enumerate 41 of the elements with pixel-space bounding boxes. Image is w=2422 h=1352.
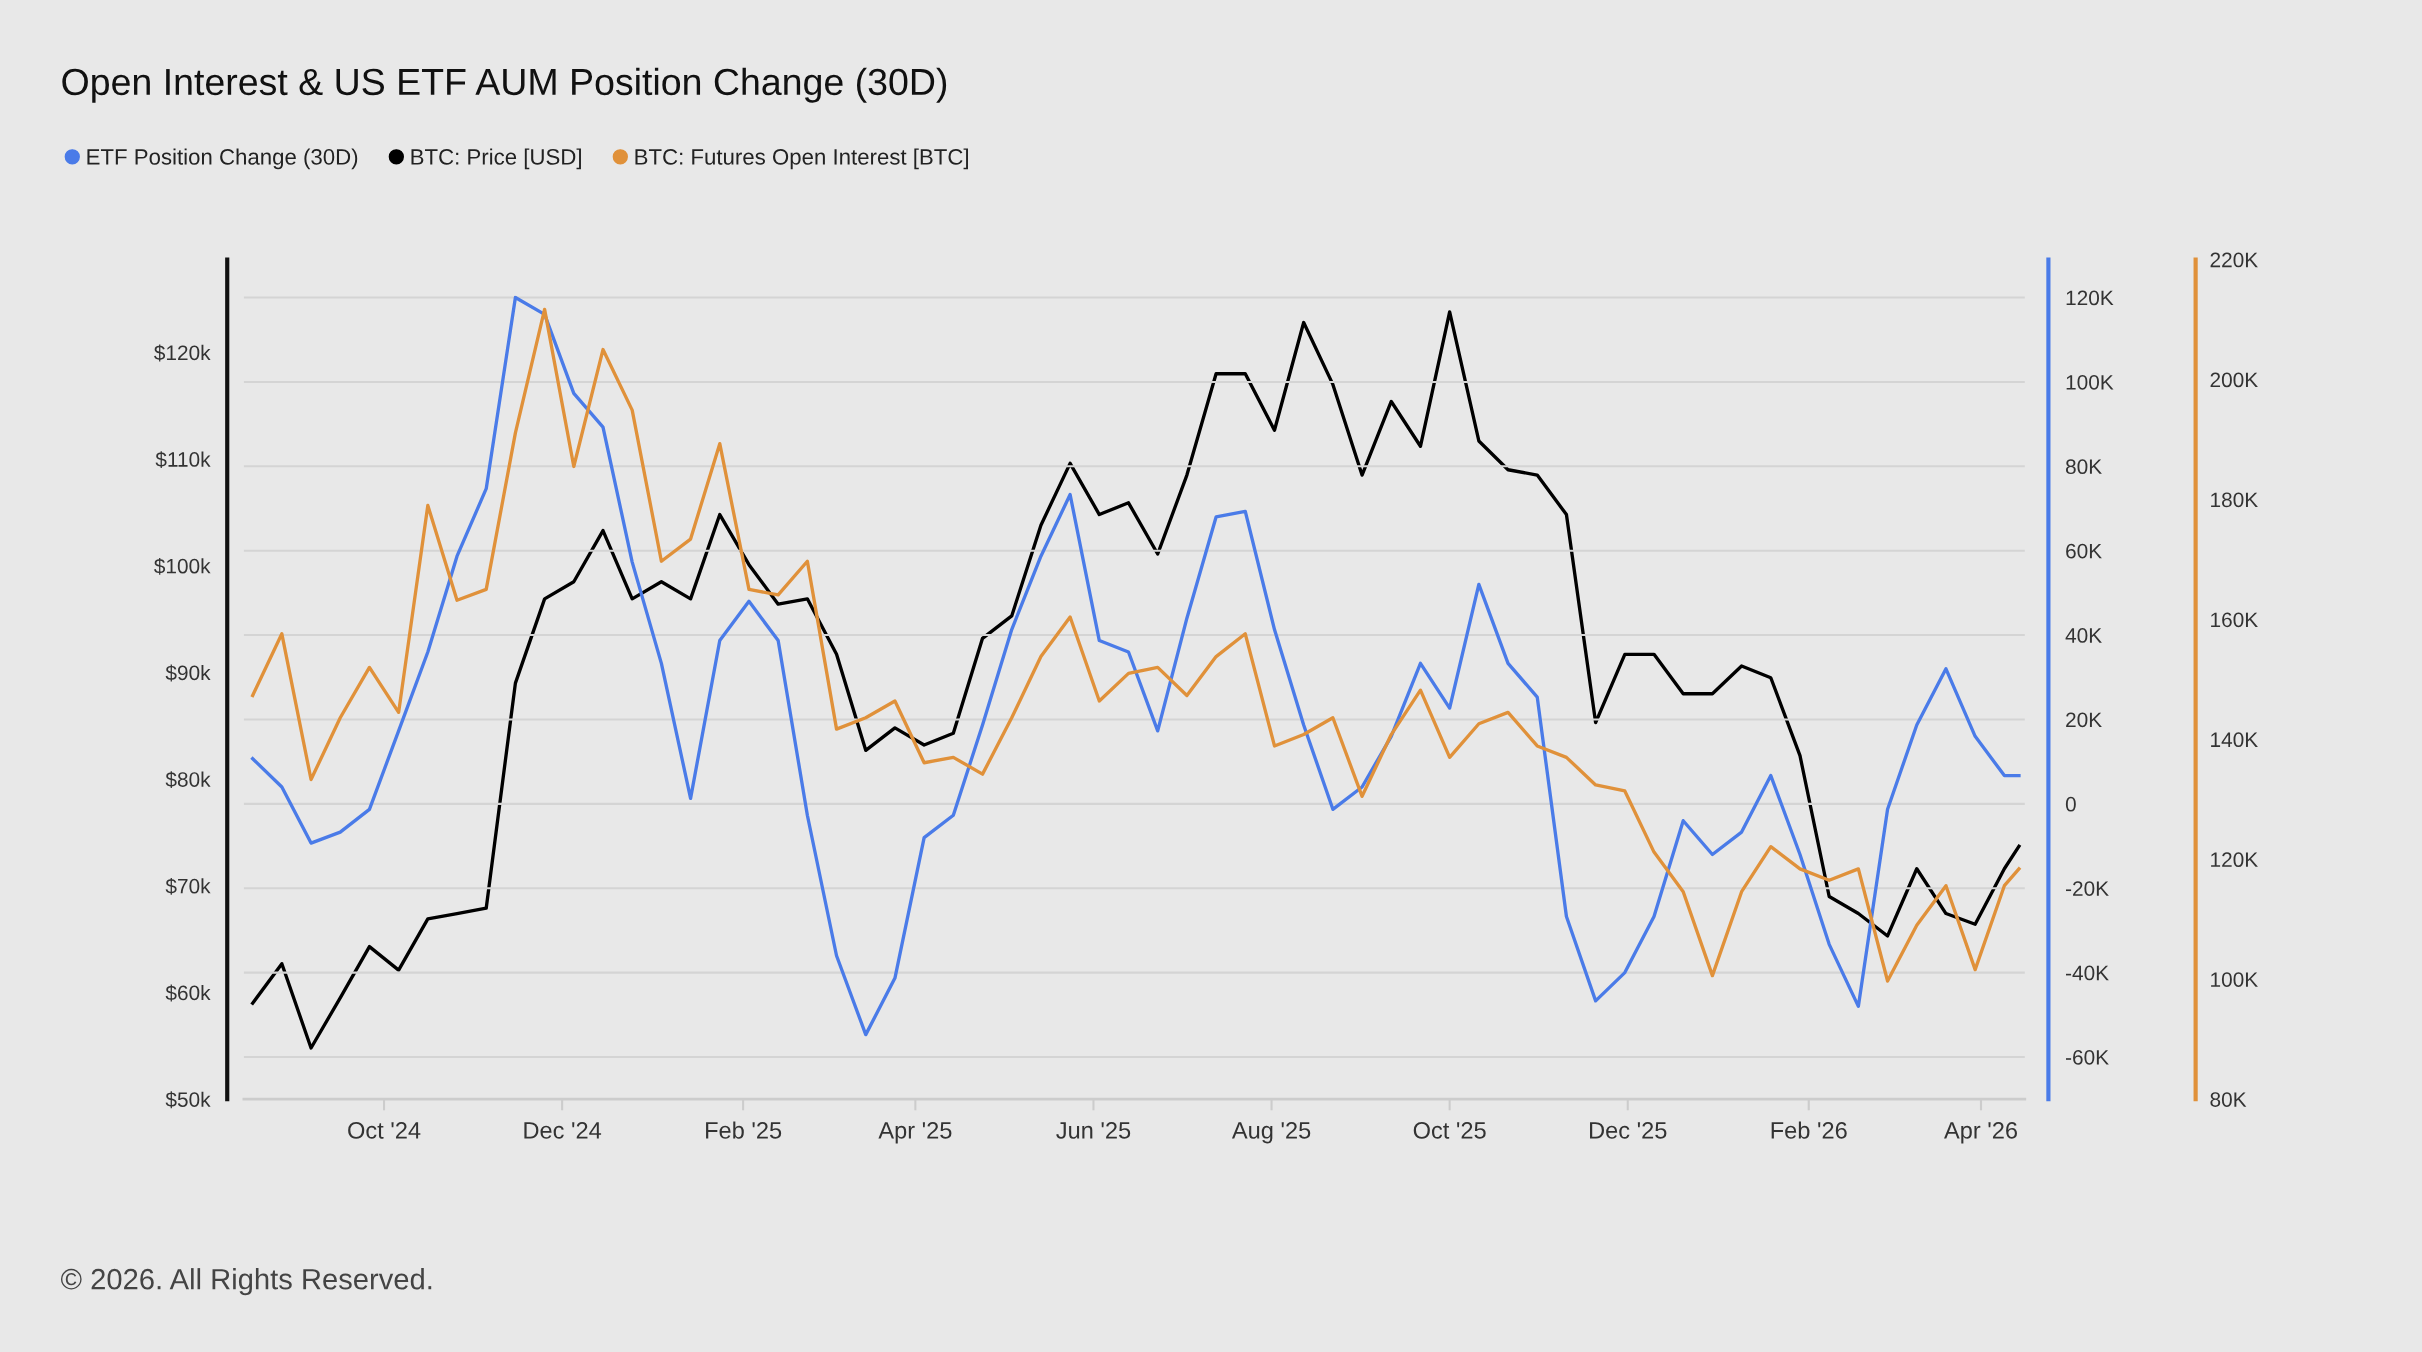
y3-tick-label: 160K — [2211, 612, 2258, 628]
y2-tick-label: 120K — [2066, 290, 2114, 306]
legend-label: BTC: Price [USD] — [411, 148, 581, 170]
y-tick-label: $60k — [165, 984, 211, 1002]
x-tick-label: Feb '25 — [706, 1121, 782, 1139]
y-tick-label: $80k — [165, 771, 211, 789]
y2-tick-label: 60K — [2066, 543, 2102, 559]
legend-label: BTC: Futures Open Interest [BTC] — [635, 148, 968, 170]
y-tick-label: $100k — [154, 557, 211, 575]
y3-tick-label: 140K — [2211, 732, 2258, 748]
y-tick-label: $120k — [154, 344, 211, 362]
text: © 2026. All Rights Reserved. — [60, 1268, 432, 1296]
y-tick-label: $90k — [165, 664, 211, 682]
x-tick-label: Aug '25 — [1231, 1122, 1311, 1144]
legend-label: ETF Position Change (30D) — [87, 148, 358, 170]
chart-title: Open Interest & US ETF AUM Position Change (30D) — [62, 67, 947, 103]
x-tick-label: Dec '25 — [1590, 1122, 1667, 1139]
y3-tick-label: 180K — [2211, 492, 2258, 508]
y-tick-label: $110k — [155, 451, 211, 469]
x-tick-label: Feb '26 — [1771, 1121, 1847, 1139]
x-tick-label: Dec '24 — [524, 1122, 602, 1139]
y3-tick-label: 120K — [2211, 852, 2258, 868]
y2-tick-label: -60K — [2065, 1049, 2109, 1065]
x-tick-label: Jun '25 — [1056, 1122, 1131, 1139]
x-tick-label: Oct '25 — [1413, 1122, 1486, 1139]
y2-tick-label: 100K — [2066, 374, 2114, 390]
y3-tick-label: 100K — [2211, 972, 2258, 987]
y-tick-label: $50k — [165, 1091, 211, 1109]
y2-tick-label: 20K — [2066, 712, 2102, 728]
y2-tick-label: -40K — [2065, 965, 2109, 981]
x-tick-label: Oct '24 — [348, 1122, 421, 1139]
y2-tick-label: -20K — [2065, 881, 2109, 896]
y3-tick-label: 80K — [2210, 1092, 2247, 1107]
y2-tick-label: 80K — [2065, 459, 2102, 475]
y-tick-label: $70k — [165, 877, 211, 895]
y3-tick-label: 200K — [2210, 372, 2258, 388]
x-tick-label: Apr '25 — [878, 1122, 952, 1144]
y2-tick-label: 0 — [2065, 796, 2076, 812]
y3-tick-label: 220K — [2210, 252, 2258, 268]
y2-tick-label: 40K — [2065, 628, 2102, 643]
x-tick-label: Apr '26 — [1944, 1122, 2017, 1144]
